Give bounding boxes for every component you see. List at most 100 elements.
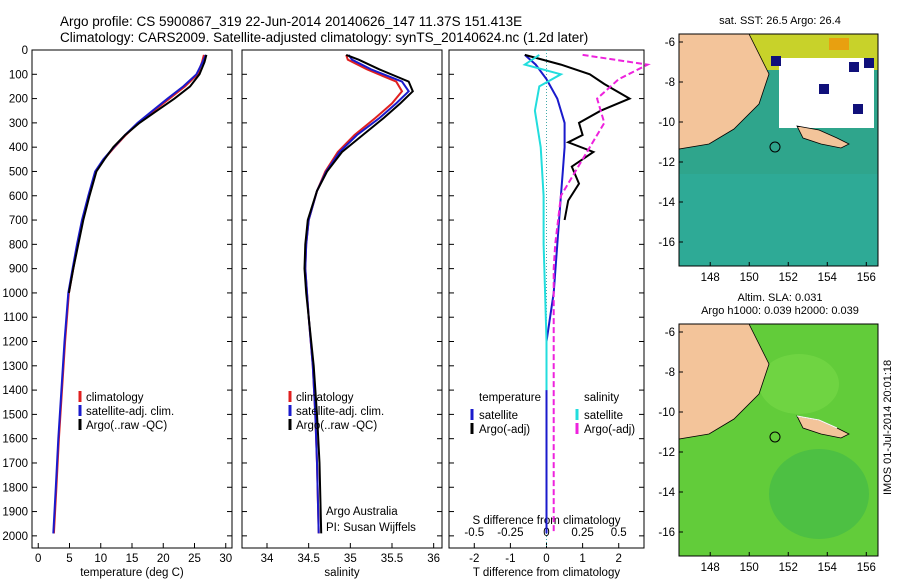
y-tick-label: 1900 <box>2 507 28 519</box>
series-line-magenta <box>552 53 651 534</box>
cloud-pixel <box>849 62 859 72</box>
y-tick-label: 800 <box>9 239 28 251</box>
map-y-tick-label: -14 <box>658 487 675 499</box>
x-tick-label: 5 <box>66 553 72 565</box>
x-tick-label: 34.5 <box>297 553 319 565</box>
y-tick-label: 300 <box>9 118 28 130</box>
sla-low-patch <box>769 449 869 539</box>
map-y-tick-label: -8 <box>665 77 675 89</box>
y-tick-label: 1800 <box>2 482 28 494</box>
land-new-guinea <box>678 323 770 440</box>
x-tick-label: 34 <box>261 553 274 565</box>
y-tick-label: 1400 <box>2 385 28 397</box>
y-tick-label: 1500 <box>2 409 28 421</box>
legend-label: Argo(..raw -QC) <box>296 420 377 432</box>
legend-right-label: Argo(-adj) <box>584 424 635 436</box>
x-tick-label: 0 <box>35 553 41 565</box>
y-tick-label: 500 <box>9 166 28 178</box>
x-tick-label: 2 <box>616 553 622 565</box>
series-line-blue <box>304 54 411 534</box>
y-tick-label: 900 <box>9 264 28 276</box>
map-x-tick-label: 154 <box>818 272 838 284</box>
sla-map-subtitle: Argo h1000: 0.039 h2000: 0.039 <box>701 305 859 317</box>
profile-panel-2: 34 34.5 35 35.5 36 salinity climatology satelli… <box>241 49 443 579</box>
land-islands <box>796 125 850 149</box>
x-axis-label: salinity <box>324 567 359 579</box>
land-new-guinea <box>678 33 770 150</box>
top-tick-label: -0.25 <box>497 527 523 539</box>
map-frame <box>678 33 879 267</box>
top-tick-label: 0.25 <box>571 527 593 539</box>
sst-map: 148 150 152 154 156 -6 -8 -10 -12 -14 -16 <box>658 33 879 284</box>
title-line-1: Argo profile: CS 5900867_319 22-Jun-2014… <box>60 14 523 29</box>
y-tick-label: 400 <box>9 142 28 154</box>
x-tick-label: 25 <box>188 553 201 565</box>
coast-highlight <box>796 415 838 429</box>
cloud-pixel <box>864 58 874 68</box>
series-line-black <box>303 53 414 534</box>
x-tick-label: -1 <box>505 553 515 565</box>
y-tick-label: 1700 <box>2 458 28 470</box>
x-tick-label: 10 <box>94 553 107 565</box>
legend-label: Argo(..raw -QC) <box>86 420 167 432</box>
legend-right-title: salinity <box>584 392 619 404</box>
x-tick-label: -2 <box>469 553 479 565</box>
y-tick-label: 1000 <box>2 288 28 300</box>
legend-label: satellite-adj. clim. <box>296 406 384 418</box>
legend-label: satellite-adj. clim. <box>86 406 174 418</box>
warm-pixel <box>829 38 849 50</box>
cloud-pixel <box>853 104 863 114</box>
y-tick-label: 1600 <box>2 434 28 446</box>
legend-label: climatology <box>86 392 144 404</box>
y-tick-label: 2000 <box>2 531 28 543</box>
map-x-tick-label: 148 <box>701 562 720 574</box>
cloud-pixel <box>819 84 829 94</box>
legend-left-label: satellite <box>479 410 518 422</box>
top-tick-label: -0.5 <box>464 527 484 539</box>
series-line-black <box>67 54 208 294</box>
cloud-pixel <box>771 56 781 66</box>
map-x-tick-label: 154 <box>818 562 838 574</box>
map-y-tick-label: -6 <box>665 327 675 339</box>
map-y-tick-label: -10 <box>658 407 675 419</box>
top-tick-label: 0.5 <box>611 527 627 539</box>
sla-high-patch <box>759 354 839 414</box>
panel-frame <box>241 49 443 549</box>
imos-timestamp: IMOS 01-Jul-2014 20:01:18 <box>882 359 894 495</box>
map-x-tick-label: 150 <box>740 272 759 284</box>
y-tick-label: 1100 <box>3 312 28 324</box>
map-y-tick-label: -6 <box>665 37 675 49</box>
x-axis-label: temperature (deg C) <box>80 567 184 579</box>
map-y-tick-label: -14 <box>658 197 675 209</box>
map-y-tick-label: -10 <box>658 117 675 129</box>
panel-frame <box>31 49 233 549</box>
map-x-tick-label: 152 <box>779 562 798 574</box>
sla-map-title: Altim. SLA: 0.031 <box>737 292 823 304</box>
map-y-tick-label: -12 <box>658 447 675 459</box>
map-y-tick-label: -16 <box>658 237 675 249</box>
map-x-tick-label: 156 <box>857 272 876 284</box>
annotation-line-1: Argo Australia <box>326 506 398 518</box>
map-frame <box>678 323 879 557</box>
y-tick-label: 200 <box>9 94 28 106</box>
y-tick-label: 0 <box>22 45 28 57</box>
x-tick-label: 35.5 <box>381 553 403 565</box>
map-x-tick-label: 156 <box>857 562 876 574</box>
series-line-red <box>52 54 205 534</box>
x-tick-label: 30 <box>219 553 232 565</box>
x-tick-label: 35 <box>344 553 357 565</box>
argo-float-marker <box>769 141 781 153</box>
map-x-tick-label: 150 <box>740 562 759 574</box>
series-line-black <box>524 53 632 221</box>
x-tick-label: 1 <box>579 553 585 565</box>
profile-panel-1: 0100200300400500600700800900100011001200… <box>2 45 233 579</box>
legend-label: climatology <box>296 392 354 404</box>
y-tick-label: 700 <box>9 215 28 227</box>
map-y-tick-label: -12 <box>658 157 675 169</box>
map-y-tick-label: -8 <box>665 367 675 379</box>
y-tick-label: 100 <box>9 69 28 81</box>
y-tick-label: 1200 <box>2 337 28 349</box>
profile-panel-3: -2 -1 0 1 2 T difference from climatology -0.5… <box>448 49 651 579</box>
x-axis-label: T difference from climatology <box>473 567 620 579</box>
